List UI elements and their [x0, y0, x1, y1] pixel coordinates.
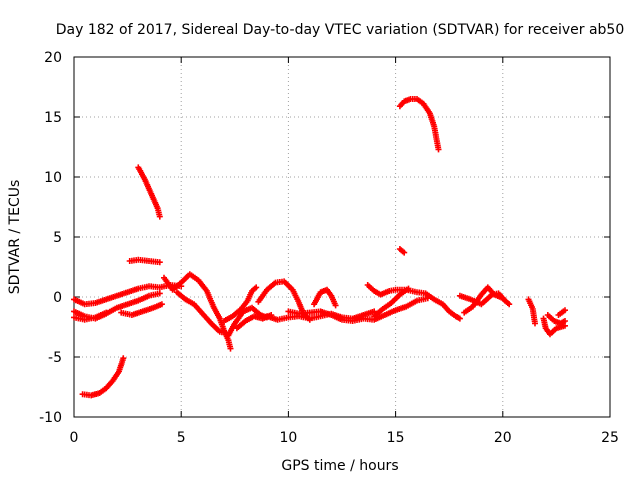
y-tick-label: -10: [39, 410, 62, 426]
data-point: [401, 249, 408, 256]
data-point: [499, 295, 506, 302]
x-tick-label: 20: [494, 430, 512, 446]
data-point: [120, 355, 127, 362]
data-point: [156, 213, 163, 220]
data-point: [158, 301, 165, 308]
data-point: [253, 284, 260, 291]
data-point: [456, 315, 463, 322]
y-axis-label: SDTVAR / TECUs: [7, 180, 23, 295]
data-point: [405, 285, 412, 292]
y-tick-label: 0: [53, 290, 62, 306]
y-tick-label: -5: [48, 350, 62, 366]
data-point: [103, 309, 110, 316]
x-tick-label: 15: [387, 430, 405, 446]
y-tick-label: 10: [44, 170, 62, 186]
y-tick-label: 5: [53, 230, 62, 246]
data-point: [532, 320, 538, 327]
data-point: [435, 146, 442, 153]
y-tick-label: 20: [44, 50, 62, 66]
data-point: [562, 318, 568, 324]
data-point: [506, 301, 513, 308]
grid-layer: [74, 57, 610, 417]
x-axis-label: GPS time / hours: [281, 458, 398, 474]
x-tick-label: 10: [279, 430, 297, 446]
data-point: [156, 290, 163, 297]
x-tick-label: 25: [601, 430, 619, 446]
data-point: [156, 259, 163, 266]
tick-layer: 0 5 10 15 20 25 -10 -5 0 5 10 15 20: [39, 50, 619, 446]
x-tick-label: 0: [70, 430, 79, 446]
data-point: [227, 345, 234, 352]
x-tick-label: 5: [177, 430, 186, 446]
chart-title: Day 182 of 2017, Sidereal Day-to-day VTE…: [56, 22, 625, 38]
y-tick-label: 15: [44, 110, 62, 126]
data-point: [562, 307, 568, 314]
data-point: [332, 302, 339, 309]
data-points: [71, 96, 568, 399]
